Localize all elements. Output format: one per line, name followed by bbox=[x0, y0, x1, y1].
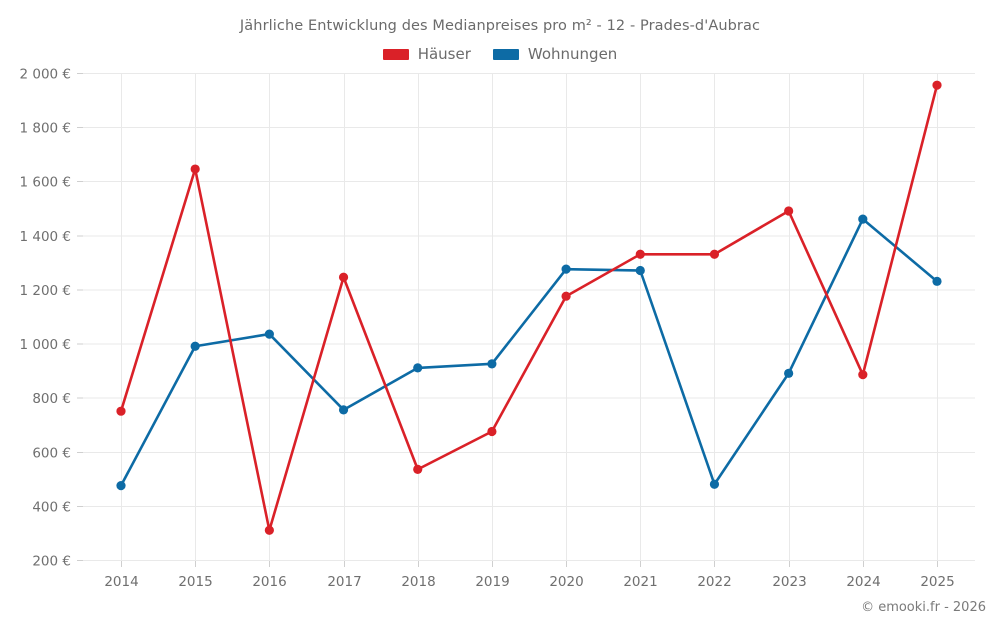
y-axis-tick-label: 200 € bbox=[32, 554, 71, 570]
data-point[interactable] bbox=[116, 481, 126, 491]
data-point[interactable] bbox=[338, 272, 349, 282]
x-axis-tick-label: 2015 bbox=[178, 574, 212, 590]
data-point[interactable] bbox=[784, 368, 794, 378]
data-point[interactable] bbox=[264, 525, 274, 535]
data-point[interactable] bbox=[635, 249, 645, 259]
series-line-wohnungen[interactable] bbox=[119, 217, 939, 487]
x-axis-tick-label: 2019 bbox=[475, 574, 509, 590]
x-axis-tick-label: 2017 bbox=[327, 574, 361, 590]
y-axis-tick-label: 1 800 € bbox=[19, 121, 71, 137]
legend-swatch-icon bbox=[492, 48, 519, 60]
chart-title: Jährliche Entwicklung des Medianpreises … bbox=[239, 18, 761, 34]
data-point[interactable] bbox=[338, 405, 349, 415]
y-axis-tick-label: 1 200 € bbox=[19, 283, 71, 299]
x-axis-tick-label: 2014 bbox=[104, 574, 138, 590]
copyright-credit: © emooki.fr - 2026 bbox=[861, 600, 986, 615]
x-axis-tick-label: 2018 bbox=[401, 574, 435, 590]
series-line-häuser[interactable] bbox=[119, 83, 939, 532]
data-point[interactable] bbox=[709, 249, 720, 259]
y-axis-tick-label: 400 € bbox=[32, 499, 71, 515]
data-point[interactable] bbox=[858, 214, 868, 224]
x-axis-tick-label: 2023 bbox=[772, 574, 806, 590]
x-axis-tick-label: 2024 bbox=[846, 574, 880, 590]
data-point[interactable] bbox=[932, 80, 942, 90]
y-axis-tick-label: 800 € bbox=[32, 391, 71, 407]
legend-item-label: Häuser bbox=[417, 45, 471, 63]
data-point[interactable] bbox=[858, 370, 868, 380]
y-axis-tick-label: 1 400 € bbox=[19, 229, 71, 245]
data-point[interactable] bbox=[116, 406, 126, 416]
data-point[interactable] bbox=[413, 363, 423, 373]
legend-item-wohnungen[interactable]: Wohnungen bbox=[492, 45, 618, 63]
data-point[interactable] bbox=[264, 329, 274, 339]
data-point[interactable] bbox=[413, 464, 423, 474]
x-axis-tick-label: 2020 bbox=[549, 574, 583, 590]
x-axis-tick-label: 2022 bbox=[697, 574, 731, 590]
x-axis-tick-label: 2025 bbox=[920, 574, 954, 590]
legend-swatch-icon bbox=[382, 48, 409, 60]
data-point[interactable] bbox=[190, 164, 200, 174]
data-point[interactable] bbox=[561, 291, 571, 301]
data-point[interactable] bbox=[190, 341, 200, 351]
x-axis-tick-label: 2021 bbox=[623, 574, 657, 590]
legend-item-label: Wohnungen bbox=[527, 45, 618, 63]
y-axis-tick-label: 600 € bbox=[32, 445, 71, 461]
legend-item-hauser[interactable]: Häuser bbox=[382, 45, 471, 63]
y-axis-tick-label: 1 600 € bbox=[19, 175, 71, 191]
data-point[interactable] bbox=[932, 276, 942, 286]
data-point[interactable] bbox=[487, 426, 497, 437]
x-axis-tick-label: 2016 bbox=[252, 574, 286, 590]
y-axis-tick-label: 2 000 € bbox=[19, 67, 71, 83]
y-axis-tick-label: 1 000 € bbox=[19, 337, 71, 353]
data-point[interactable] bbox=[635, 265, 645, 276]
data-point[interactable] bbox=[487, 359, 497, 369]
data-point[interactable] bbox=[784, 206, 794, 216]
chart-legend: Häuser Wohnungen bbox=[0, 45, 1000, 63]
data-point[interactable] bbox=[561, 264, 571, 274]
data-point[interactable] bbox=[709, 479, 720, 489]
